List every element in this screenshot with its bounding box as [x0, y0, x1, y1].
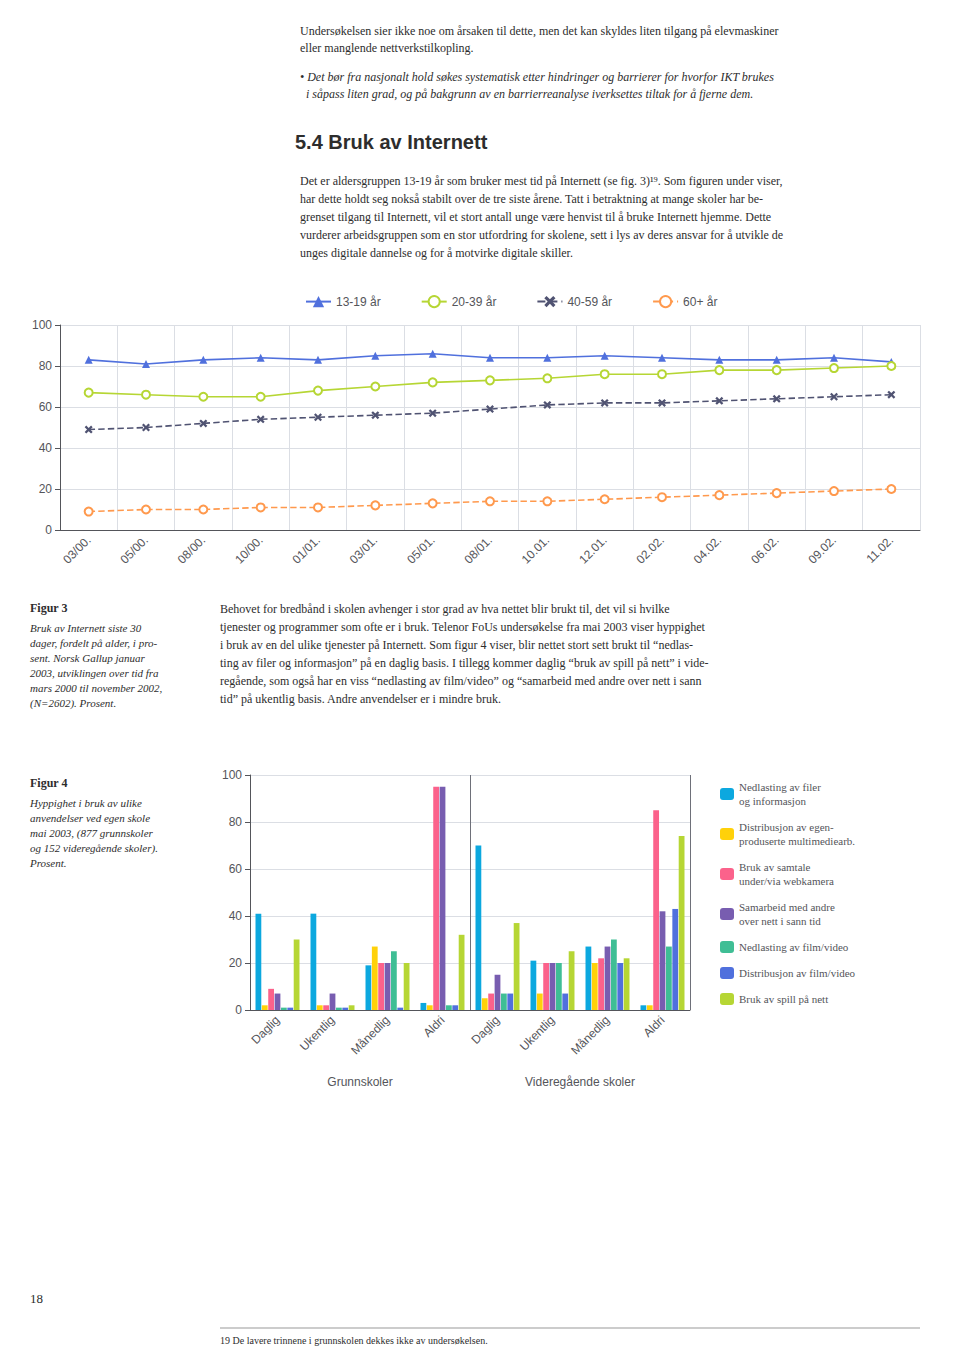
- svg-text:100: 100: [222, 768, 242, 782]
- svg-text:20: 20: [229, 956, 243, 970]
- svg-text:08/01.: 08/01.: [461, 533, 494, 566]
- svg-text:Aldri: Aldri: [421, 1013, 448, 1040]
- svg-text:13-19 år: 13-19 år: [336, 295, 381, 309]
- svg-text:08/00.: 08/00.: [175, 533, 208, 566]
- svg-text:Månedlig: Månedlig: [348, 1013, 392, 1057]
- svg-text:Månedlig: Månedlig: [568, 1013, 612, 1057]
- svg-text:10.01.: 10.01.: [519, 533, 552, 566]
- svg-text:i bruk av en del ulike tjenest: i bruk av en del ulike tjenester på Inte…: [220, 638, 693, 652]
- svg-text:Nedlasting av film/video: Nedlasting av film/video: [739, 941, 849, 953]
- svg-text:04.02.: 04.02.: [691, 533, 724, 566]
- svg-text:80: 80: [229, 815, 243, 829]
- svg-text:40: 40: [229, 909, 243, 923]
- svg-text:har dette holdt seg nokså stab: har dette holdt seg nokså stabilt over d…: [300, 192, 763, 206]
- svg-text:40-59 år: 40-59 år: [567, 295, 612, 309]
- svg-text:og 152 videregående skoler).: og 152 videregående skoler).: [30, 842, 158, 855]
- svg-text:ting av filer og informasjon”: ting av filer og informasjon” på en dagl…: [220, 656, 709, 670]
- svg-text:Undersøkelsen sier ikke noe om: Undersøkelsen sier ikke noe om årsaken t…: [300, 24, 779, 38]
- svg-text:80: 80: [39, 359, 53, 373]
- svg-text:unges digitale dannelse og for: unges digitale dannelse og for å motvirk…: [300, 246, 573, 260]
- svg-text:over nett i sann tid: over nett i sann tid: [739, 915, 821, 927]
- svg-text:02.02.: 02.02.: [633, 533, 666, 566]
- svg-text:03/00.: 03/00.: [60, 533, 93, 566]
- svg-text:Bruk av spill på nett: Bruk av spill på nett: [739, 993, 828, 1005]
- svg-text:11.02.: 11.02.: [863, 533, 896, 566]
- svg-text:vurderer arbeidsgruppen som en: vurderer arbeidsgruppen som en stor utfo…: [300, 228, 783, 242]
- svg-text:Grunnskoler: Grunnskoler: [327, 1075, 392, 1089]
- svg-text:tid” på ukentlig basis. Andre: tid” på ukentlig basis. Andre anvendelse…: [220, 692, 501, 706]
- svg-text:Det er aldersgruppen 13-19 år: Det er aldersgruppen 13-19 år som bruker…: [300, 174, 783, 188]
- svg-text:tjenester og programmer som of: tjenester og programmer som ofte er i br…: [220, 620, 705, 634]
- svg-text:eller manglende nettverkstilko: eller manglende nettverkstilkopling.: [300, 41, 474, 55]
- svg-text:2003, utviklingen over tid fra: 2003, utviklingen over tid fra: [30, 667, 159, 679]
- svg-text:0: 0: [45, 523, 52, 537]
- svg-text:Distribusjon av egen-: Distribusjon av egen-: [739, 821, 834, 833]
- svg-text:anvendelser ved egen skole: anvendelser ved egen skole: [30, 812, 150, 824]
- svg-text:dager, fordelt på alder, i pro: dager, fordelt på alder, i pro-: [30, 637, 158, 649]
- svg-text:100: 100: [32, 318, 52, 332]
- svg-text:60: 60: [39, 400, 53, 414]
- svg-text:Nedlasting av filer: Nedlasting av filer: [739, 781, 821, 793]
- svg-text:produserte multimediearb.: produserte multimediearb.: [739, 835, 855, 847]
- svg-text:5.4 Bruk av Internett: 5.4 Bruk av Internett: [295, 131, 488, 153]
- svg-text:Hyppighet i bruk av ulike: Hyppighet i bruk av ulike: [29, 797, 142, 809]
- svg-text:Prosent.: Prosent.: [29, 857, 67, 869]
- svg-text:0: 0: [235, 1003, 242, 1017]
- svg-text:Ukentlig: Ukentlig: [297, 1013, 338, 1054]
- svg-text:Behovet for bredbånd i skolen: Behovet for bredbånd i skolen avhenger i…: [220, 602, 670, 616]
- svg-text:03/01.: 03/01.: [347, 533, 380, 566]
- svg-text:20: 20: [39, 482, 53, 496]
- svg-text:18: 18: [30, 1291, 43, 1306]
- svg-text:og informasjon: og informasjon: [739, 795, 806, 807]
- svg-text:Videregående skoler: Videregående skoler: [525, 1075, 635, 1089]
- svg-text:06.02.: 06.02.: [748, 533, 781, 566]
- svg-text:Daglig: Daglig: [469, 1013, 503, 1047]
- svg-text:Distribusjon av film/video: Distribusjon av film/video: [739, 967, 856, 979]
- svg-text:mai 2003, (877 grunnskoler: mai 2003, (877 grunnskoler: [30, 827, 154, 840]
- svg-text:Aldri: Aldri: [641, 1013, 668, 1040]
- svg-text:mars 2000 til november 2002,: mars 2000 til november 2002,: [30, 682, 163, 694]
- svg-text:Daglig: Daglig: [249, 1013, 283, 1047]
- svg-text:01/01.: 01/01.: [289, 533, 322, 566]
- svg-text:20-39 år: 20-39 år: [452, 295, 497, 309]
- svg-text:grenset tilgang til Internett,: grenset tilgang til Internett, vil et st…: [300, 210, 771, 224]
- svg-text:Samarbeid med andre: Samarbeid med andre: [739, 901, 835, 913]
- svg-text:10/00.: 10/00.: [232, 533, 265, 566]
- svg-text:05/01.: 05/01.: [404, 533, 437, 566]
- svg-text:Bruk av samtale: Bruk av samtale: [739, 861, 811, 873]
- svg-text:(N=2602). Prosent.: (N=2602). Prosent.: [30, 697, 116, 710]
- svg-text:19 De lavere trinnene i grunns: 19 De lavere trinnene i grunnskolen dekk…: [220, 1335, 488, 1346]
- svg-text:• Det bør fra nasjonalt hold s: • Det bør fra nasjonalt hold søkes syste…: [300, 70, 774, 84]
- svg-text:sent. Norsk Gallup januar: sent. Norsk Gallup januar: [30, 652, 146, 664]
- svg-text:Ukentlig: Ukentlig: [517, 1013, 558, 1054]
- svg-text:40: 40: [39, 441, 53, 455]
- svg-text:Figur 3: Figur 3: [30, 601, 67, 615]
- svg-text:Figur 4: Figur 4: [30, 776, 67, 790]
- svg-text:regående, som også har en viss: regående, som også har en viss “nedlasti…: [220, 674, 702, 688]
- svg-text:12.01.: 12.01.: [576, 533, 609, 566]
- svg-text:09.02.: 09.02.: [805, 533, 838, 566]
- svg-text:i såpass liten grad, og på bak: i såpass liten grad, og på bakgrunn av e…: [300, 87, 753, 101]
- svg-text:60+ år: 60+ år: [683, 295, 717, 309]
- svg-text:60: 60: [229, 862, 243, 876]
- svg-text:under/via webkamera: under/via webkamera: [739, 875, 834, 887]
- svg-text:05/00.: 05/00.: [117, 533, 150, 566]
- svg-text:Bruk av Internett siste 30: Bruk av Internett siste 30: [30, 622, 142, 634]
